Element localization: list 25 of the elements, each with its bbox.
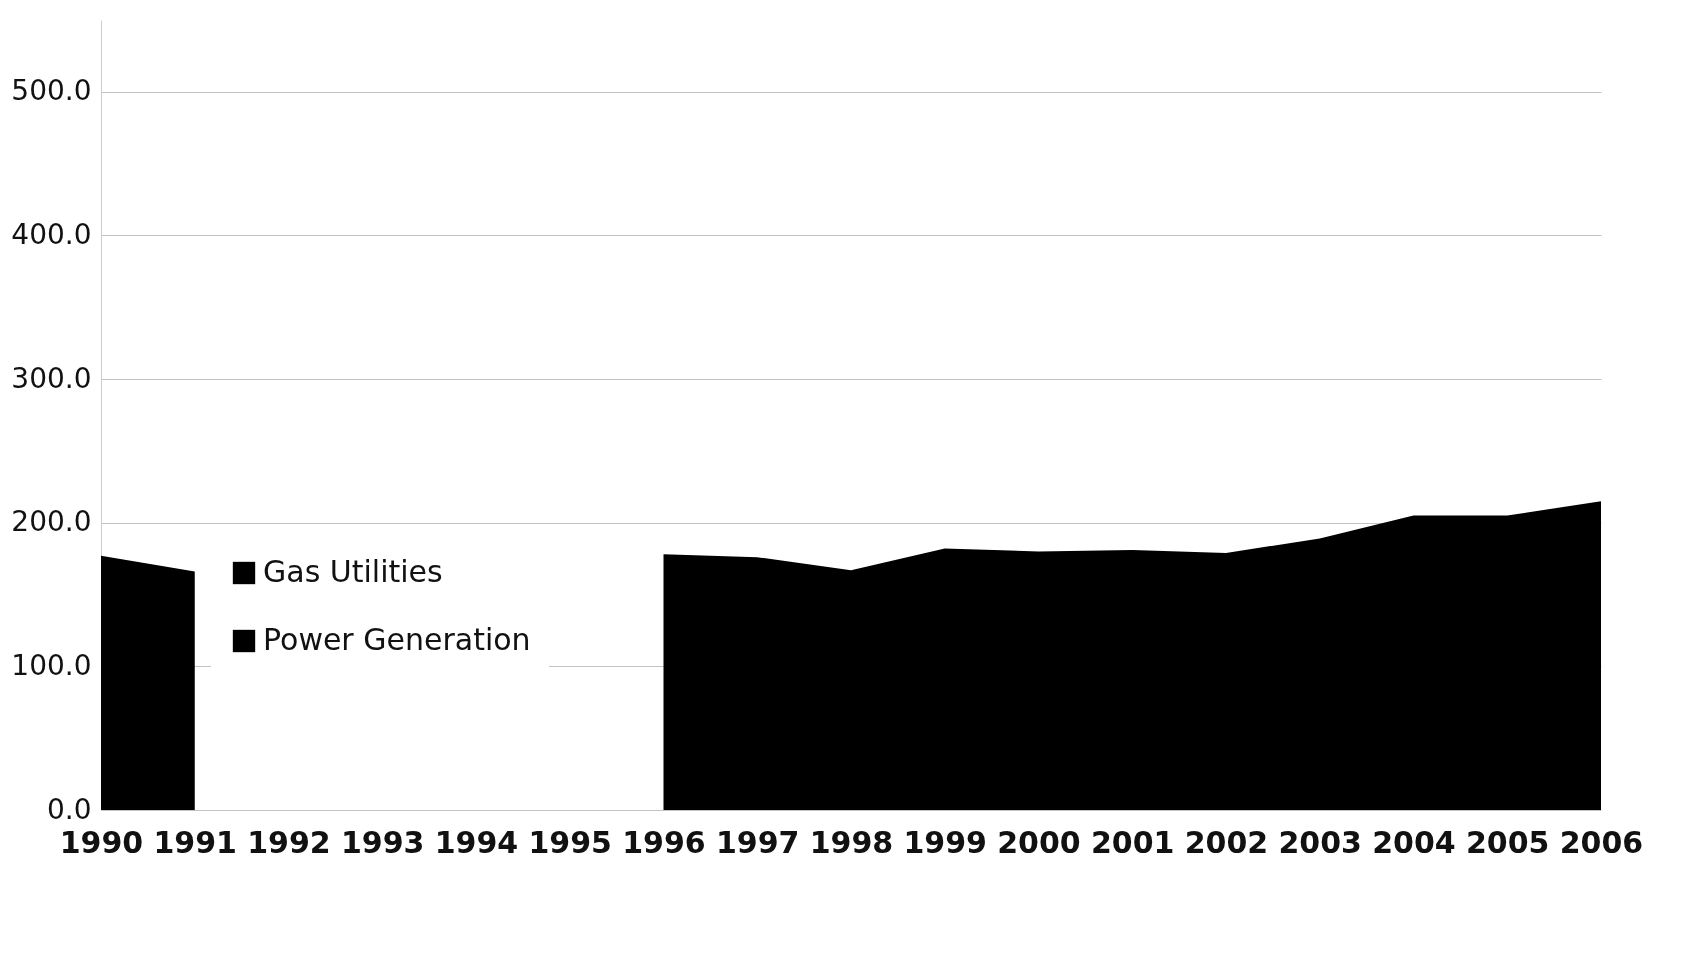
y-tick-label: 400.0 xyxy=(11,217,92,251)
x-tick-label: 1999 xyxy=(903,824,987,860)
legend-label: Gas Utilities xyxy=(263,554,443,589)
y-tick-label: 500.0 xyxy=(11,74,92,108)
x-tick-label: 1998 xyxy=(809,824,894,860)
x-tick-label: 2005 xyxy=(1466,824,1550,860)
x-tick-label: 2000 xyxy=(997,824,1081,860)
legend-label: Power Generation xyxy=(263,622,531,657)
x-tick-label: 1995 xyxy=(528,824,612,860)
x-tick-label: 1991 xyxy=(153,824,237,860)
x-tick-label: 2006 xyxy=(1559,824,1644,860)
x-tick-label: 1996 xyxy=(622,824,706,860)
y-tick-label: 300.0 xyxy=(11,361,92,395)
x-tick-label: 1997 xyxy=(716,824,800,860)
y-tick-label: 100.0 xyxy=(11,648,92,682)
x-tick-label: 2004 xyxy=(1372,824,1456,860)
x-tick-label: 1990 xyxy=(59,824,144,860)
x-tick-label: 1992 xyxy=(247,824,331,860)
y-tick-label: 0.0 xyxy=(46,792,92,826)
x-tick-label: 1994 xyxy=(434,824,519,860)
x-tick-label: 2003 xyxy=(1278,824,1362,860)
y-tick-label: 200.0 xyxy=(11,505,92,539)
x-tick-label: 2001 xyxy=(1091,824,1175,860)
x-tick-label: 2002 xyxy=(1184,824,1269,860)
x-tick-label: 1993 xyxy=(341,824,425,860)
